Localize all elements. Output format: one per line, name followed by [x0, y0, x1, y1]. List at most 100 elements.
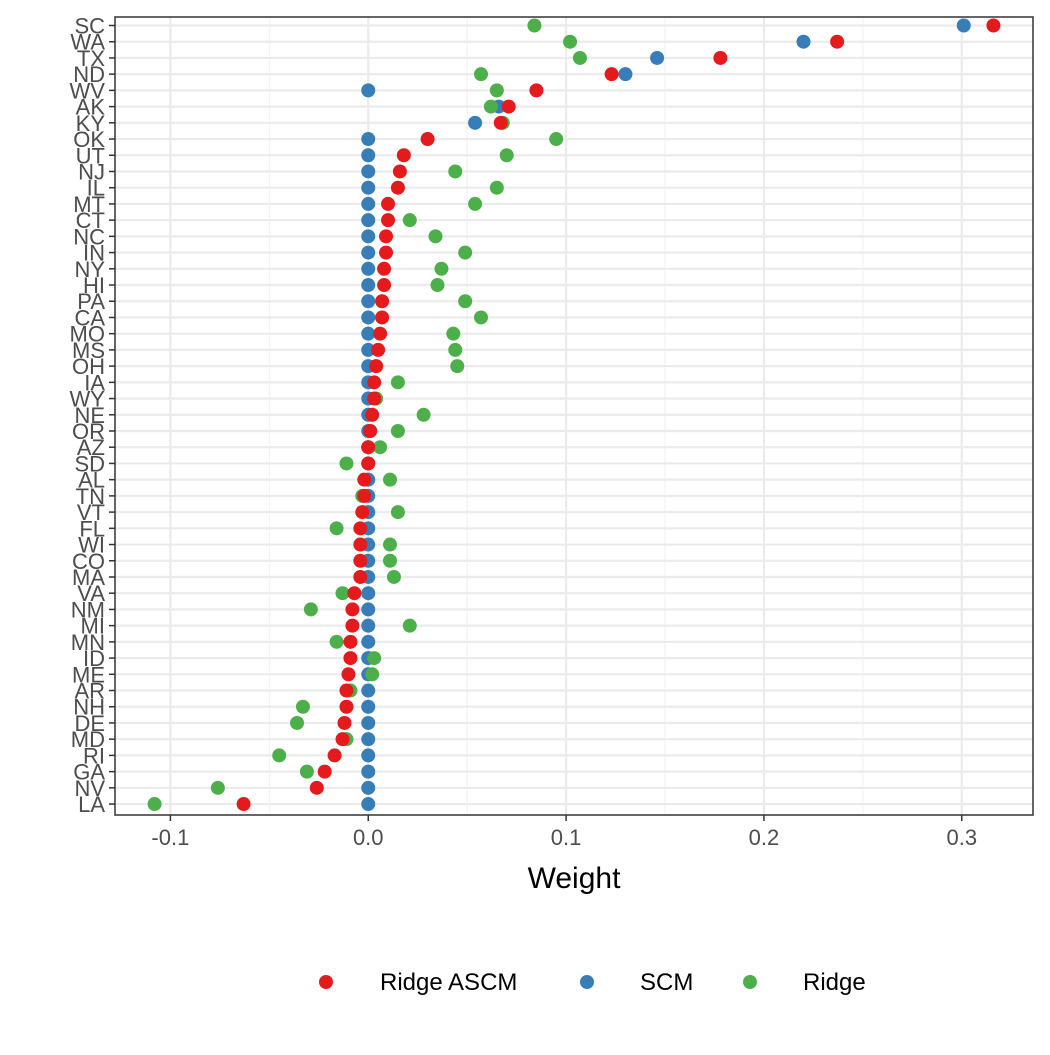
point-ridge [335, 586, 350, 601]
point-ridge [563, 34, 578, 49]
point-ridge-ascm [381, 196, 396, 211]
y-tick-label: MA [72, 565, 105, 590]
y-tick-label: AL [78, 468, 105, 493]
point-ridge-ascm [830, 34, 845, 49]
grid [115, 17, 1033, 815]
point-ridge-ascm [337, 715, 352, 730]
point-scm [361, 310, 376, 325]
legend-label-scm: SCM [640, 969, 693, 996]
point-ridge [299, 764, 314, 779]
point-scm [361, 780, 376, 795]
point-ridge [383, 537, 398, 552]
point-scm [361, 586, 376, 601]
y-tick-label: PA [77, 289, 105, 314]
y-tick-label: GA [73, 760, 105, 785]
y-tick-label: NC [73, 224, 105, 249]
y-tick-label: AK [76, 95, 106, 120]
y-tick-label: ID [83, 646, 105, 671]
point-ridge [428, 229, 443, 244]
point-ridge-ascm [604, 67, 619, 82]
y-tick-label: NV [74, 776, 105, 801]
point-ridge-ascm [375, 310, 390, 325]
point-ridge [448, 342, 463, 357]
point-ridge [434, 261, 449, 276]
point-ridge [290, 715, 305, 730]
point-scm [361, 715, 376, 730]
y-axis: SCWATXNDWVAKKYOKUTNJILMTCTNCINNYHIPACAMO… [70, 14, 115, 817]
point-ridge [147, 797, 162, 812]
point-ridge [430, 278, 445, 293]
point-ridge-ascm [345, 602, 360, 617]
point-ridge-ascm [367, 391, 382, 406]
point-scm [361, 83, 376, 98]
point-ridge-ascm [317, 764, 332, 779]
point-ridge-ascm [420, 132, 435, 147]
point-ridge [402, 618, 417, 633]
point-ridge [448, 164, 463, 179]
y-tick-label: TN [76, 484, 105, 509]
y-tick-label: WA [70, 30, 105, 55]
point-ridge [549, 132, 564, 147]
legend-key-ridge [743, 975, 757, 989]
x-tick-label: 0.0 [353, 825, 384, 850]
point-ridge-ascm [355, 505, 370, 520]
point-scm [361, 748, 376, 763]
point-ridge [329, 634, 344, 649]
y-tick-label: MD [71, 727, 105, 752]
point-ridge-ascm [375, 294, 390, 309]
legend-key-ridge-ascm [319, 975, 333, 989]
point-ridge [390, 424, 405, 438]
point-ridge [367, 651, 382, 666]
point-scm [361, 294, 376, 309]
point-ridge [303, 602, 318, 617]
x-tick-label: 0.1 [551, 825, 582, 850]
point-ridge [450, 359, 465, 374]
y-tick-label: HI [83, 273, 105, 298]
y-tick-label: FL [79, 516, 105, 541]
point-ridge-ascm [365, 407, 380, 422]
point-scm [361, 326, 376, 341]
point-ridge-ascm [390, 180, 405, 195]
point-scm [956, 18, 971, 33]
point-ridge-ascm [392, 164, 407, 179]
point-ridge [373, 440, 388, 455]
point-scm [650, 50, 665, 65]
y-tick-label: AR [74, 679, 105, 704]
point-scm [618, 67, 633, 82]
point-ridge-ascm [377, 261, 392, 276]
y-tick-label: WV [70, 78, 106, 103]
point-ridge [572, 50, 587, 65]
point-ridge-ascm [339, 699, 354, 714]
plot-border [114, 16, 1034, 816]
point-ridge [390, 505, 405, 520]
point-ridge-ascm [381, 213, 396, 228]
point-scm [361, 278, 376, 293]
y-tick-label: AZ [77, 435, 105, 460]
point-scm [796, 34, 811, 49]
data-points [147, 18, 1001, 812]
point-ridge [390, 375, 405, 390]
legend-label-ridge: Ridge [803, 969, 866, 996]
point-ridge [386, 569, 401, 584]
point-ridge-ascm [327, 748, 342, 763]
point-scm [361, 602, 376, 617]
x-tick-label: 0.3 [946, 825, 977, 850]
point-ridge-ascm [493, 115, 508, 130]
y-tick-label: IA [84, 370, 105, 395]
point-scm [361, 196, 376, 211]
y-tick-label: CA [74, 305, 105, 330]
point-scm [361, 245, 376, 260]
point-ridge-ascm [353, 521, 368, 536]
point-ridge [489, 180, 504, 195]
point-ridge [474, 310, 489, 325]
point-ridge-ascm [379, 229, 394, 244]
point-ridge-ascm [345, 618, 360, 633]
point-ridge [210, 780, 225, 795]
x-tick-label: -0.1 [151, 825, 189, 850]
y-tick-label: MI [81, 614, 105, 639]
point-ridge [499, 148, 514, 163]
point-ridge-ascm [353, 569, 368, 584]
point-ridge [383, 472, 398, 487]
